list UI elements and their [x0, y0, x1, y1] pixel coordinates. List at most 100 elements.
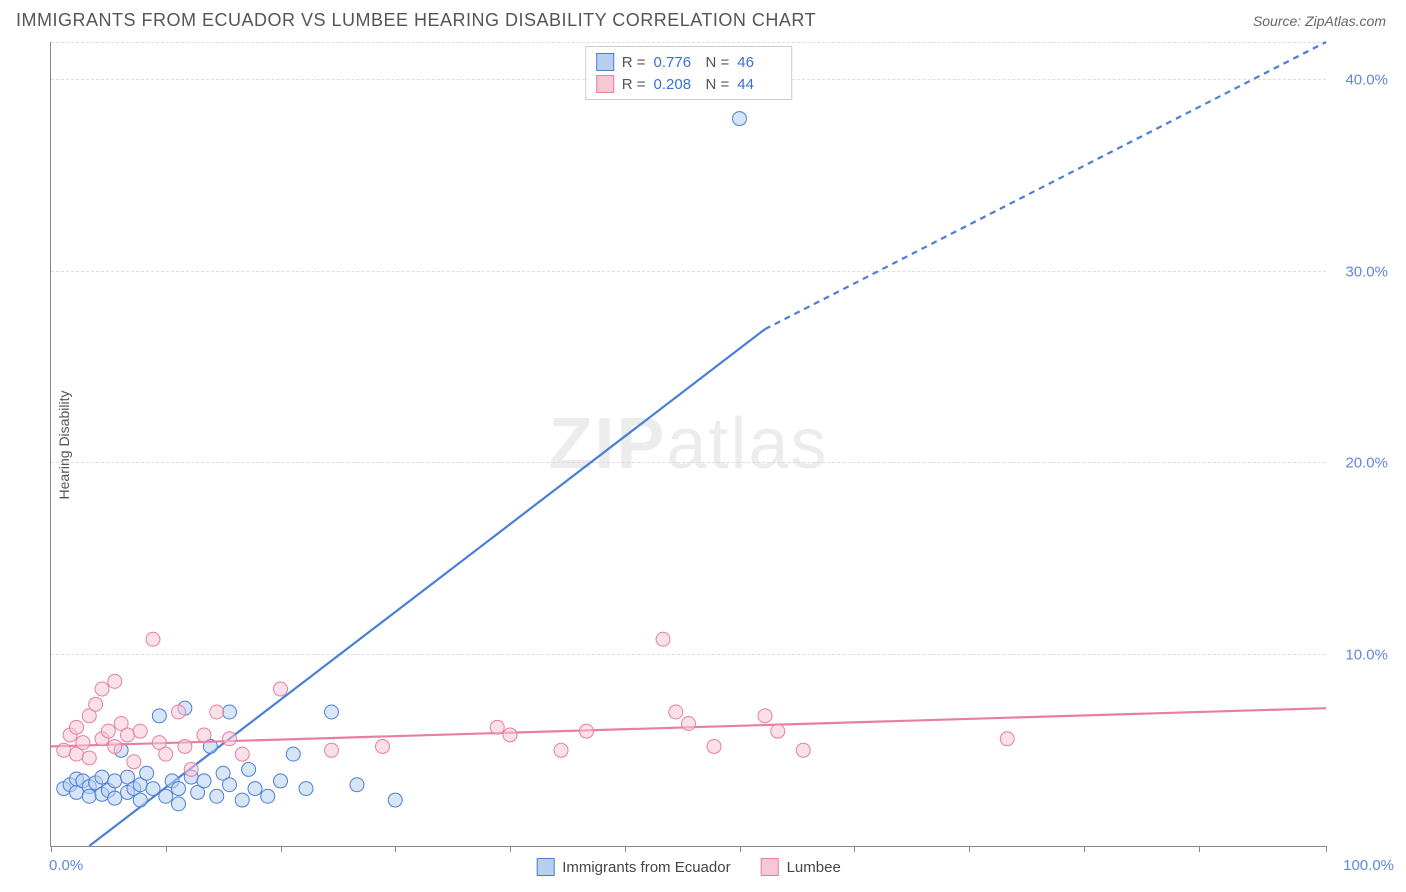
x-axis-min-label: 0.0% — [49, 857, 83, 874]
stats-legend-row: R = 0.776 N = 46 — [596, 51, 782, 73]
x-tick — [51, 846, 52, 852]
scatter-point — [242, 762, 256, 776]
scatter-point — [89, 697, 103, 711]
chart-title: IMMIGRANTS FROM ECUADOR VS LUMBEE HEARIN… — [16, 10, 816, 31]
scatter-point — [223, 778, 237, 792]
scatter-point — [274, 774, 288, 788]
scatter-point — [248, 782, 262, 796]
scatter-point — [1000, 732, 1014, 746]
source-attribution: Source: ZipAtlas.com — [1253, 13, 1386, 29]
x-tick — [510, 846, 511, 852]
scatter-point — [133, 793, 147, 807]
scatter-point — [178, 739, 192, 753]
scatter-point — [95, 770, 109, 784]
scatter-point — [733, 112, 747, 126]
scatter-point — [261, 789, 275, 803]
scatter-point — [490, 720, 504, 734]
x-tick — [969, 846, 970, 852]
scatter-point — [184, 762, 198, 776]
scatter-point — [70, 720, 84, 734]
x-tick — [854, 846, 855, 852]
scatter-point — [274, 682, 288, 696]
trend-line-dashed — [765, 42, 1326, 329]
x-tick — [166, 846, 167, 852]
scatter-point — [108, 674, 122, 688]
scatter-point — [108, 739, 122, 753]
scatter-point — [172, 782, 186, 796]
scatter-point — [235, 747, 249, 761]
n-label: N = — [706, 76, 730, 93]
x-tick — [1084, 846, 1085, 852]
r-label: R = — [622, 54, 646, 71]
y-tick-label: 30.0% — [1345, 263, 1388, 280]
scatter-point — [101, 724, 115, 738]
r-label: R = — [622, 76, 646, 93]
scatter-point — [503, 728, 517, 742]
scatter-point — [146, 632, 160, 646]
scatter-point — [108, 774, 122, 788]
scatter-point — [172, 705, 186, 719]
stats-legend-row: R = 0.208 N = 44 — [596, 73, 782, 95]
legend-label: Immigrants from Ecuador — [562, 859, 730, 876]
legend-swatch — [536, 858, 554, 876]
scatter-point — [707, 739, 721, 753]
legend-item: Lumbee — [761, 858, 841, 876]
scatter-point — [121, 728, 135, 742]
legend-item: Immigrants from Ecuador — [536, 858, 730, 876]
scatter-point — [127, 755, 141, 769]
scatter-point — [197, 774, 211, 788]
x-tick — [625, 846, 626, 852]
legend-label: Lumbee — [787, 859, 841, 876]
scatter-point — [76, 736, 90, 750]
r-value: 0.776 — [654, 54, 698, 71]
scatter-point — [669, 705, 683, 719]
scatter-point — [682, 716, 696, 730]
scatter-point — [223, 732, 237, 746]
scatter-point — [82, 789, 96, 803]
stats-legend: R = 0.776 N = 46 R = 0.208 N = 44 — [585, 46, 793, 100]
scatter-point — [172, 797, 186, 811]
x-tick — [1326, 846, 1327, 852]
scatter-point — [299, 782, 313, 796]
scatter-point — [82, 751, 96, 765]
scatter-point — [159, 789, 173, 803]
n-label: N = — [706, 54, 730, 71]
x-tick — [1199, 846, 1200, 852]
n-value: 44 — [737, 76, 781, 93]
scatter-point — [580, 724, 594, 738]
legend-swatch — [761, 858, 779, 876]
scatter-point — [325, 743, 339, 757]
scatter-point — [108, 791, 122, 805]
x-tick — [740, 846, 741, 852]
scatter-point — [554, 743, 568, 757]
scatter-point — [796, 743, 810, 757]
scatter-point — [133, 724, 147, 738]
scatter-point — [210, 705, 224, 719]
scatter-point — [656, 632, 670, 646]
scatter-point — [140, 766, 154, 780]
scatter-point — [159, 747, 173, 761]
scatter-point — [376, 739, 390, 753]
scatter-point — [350, 778, 364, 792]
scatter-point — [758, 709, 772, 723]
scatter-point — [235, 793, 249, 807]
n-value: 46 — [737, 54, 781, 71]
scatter-point — [388, 793, 402, 807]
y-tick-label: 10.0% — [1345, 646, 1388, 663]
scatter-point — [57, 743, 71, 757]
legend-swatch — [596, 53, 614, 71]
scatter-point — [286, 747, 300, 761]
scatter-point — [146, 782, 160, 796]
plot-region: ZIPatlas 10.0%20.0%30.0%40.0% 0.0% 100.0… — [50, 42, 1326, 847]
x-axis-max-label: 100.0% — [1343, 857, 1394, 874]
r-value: 0.208 — [654, 76, 698, 93]
y-tick-label: 20.0% — [1345, 455, 1388, 472]
scatter-point — [197, 728, 211, 742]
legend-swatch — [596, 75, 614, 93]
scatter-point — [223, 705, 237, 719]
x-tick — [395, 846, 396, 852]
scatter-point — [95, 682, 109, 696]
series-legend: Immigrants from Ecuador Lumbee — [536, 858, 841, 876]
scatter-point — [325, 705, 339, 719]
scatter-point — [771, 724, 785, 738]
